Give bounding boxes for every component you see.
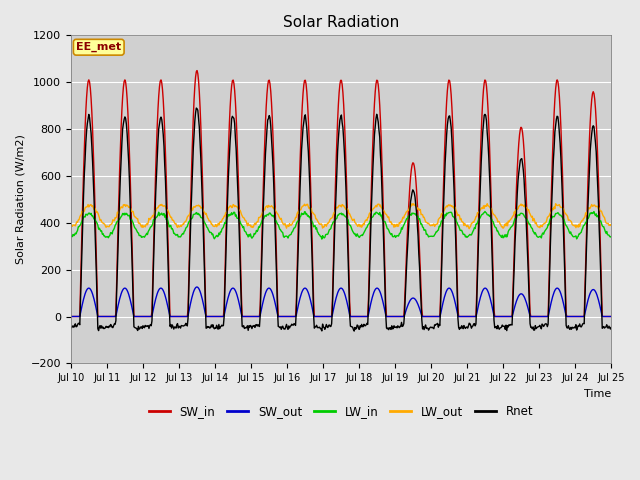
Line: Rnet: Rnet: [71, 108, 611, 331]
SW_in: [423, 313, 431, 319]
SW_in: [408, 167, 415, 173]
Title: Solar Radiation: Solar Radiation: [283, 15, 399, 30]
LW_in: [318, 236, 326, 242]
SW_out: [607, 313, 615, 319]
SW_out: [132, 313, 140, 319]
SW_out: [216, 313, 224, 319]
SW_out: [408, 296, 415, 302]
SW_out: [188, 298, 195, 304]
Line: LW_out: LW_out: [71, 204, 611, 228]
LW_in: [216, 232, 223, 238]
Rnet: [67, 324, 75, 329]
SW_out: [193, 284, 201, 290]
Rnet: [408, 190, 416, 195]
LW_out: [408, 201, 416, 206]
Text: EE_met: EE_met: [76, 42, 122, 52]
Rnet: [193, 105, 200, 111]
LW_out: [77, 213, 84, 218]
LW_in: [132, 227, 140, 232]
Rnet: [424, 325, 431, 331]
X-axis label: Time: Time: [584, 389, 611, 399]
SW_in: [216, 313, 224, 319]
LW_out: [188, 208, 195, 214]
Legend: SW_in, SW_out, LW_in, LW_out, Rnet: SW_in, SW_out, LW_in, LW_out, Rnet: [144, 401, 538, 423]
Line: SW_out: SW_out: [71, 287, 611, 316]
SW_out: [423, 313, 431, 319]
LW_in: [67, 233, 75, 239]
LW_in: [188, 216, 195, 222]
SW_in: [77, 282, 84, 288]
Rnet: [607, 324, 615, 330]
LW_out: [216, 220, 223, 226]
LW_out: [423, 220, 431, 226]
LW_in: [77, 222, 84, 228]
SW_in: [193, 68, 201, 73]
SW_out: [77, 310, 84, 316]
SW_in: [607, 313, 615, 319]
Rnet: [216, 324, 224, 330]
SW_in: [67, 313, 75, 319]
LW_out: [607, 223, 615, 228]
SW_in: [132, 313, 140, 319]
Rnet: [350, 328, 358, 334]
Line: LW_in: LW_in: [71, 212, 611, 239]
Rnet: [188, 208, 195, 214]
LW_in: [607, 233, 615, 239]
LW_out: [67, 224, 75, 229]
Rnet: [132, 325, 140, 331]
LW_in: [408, 212, 415, 218]
Y-axis label: Solar Radiation (W/m2): Solar Radiation (W/m2): [15, 134, 25, 264]
Rnet: [77, 295, 84, 301]
LW_out: [406, 204, 414, 210]
Line: SW_in: SW_in: [71, 71, 611, 316]
SW_out: [67, 313, 75, 319]
LW_in: [423, 231, 431, 237]
LW_out: [132, 215, 140, 221]
LW_in: [481, 209, 489, 215]
LW_out: [465, 226, 473, 231]
SW_in: [188, 184, 195, 190]
